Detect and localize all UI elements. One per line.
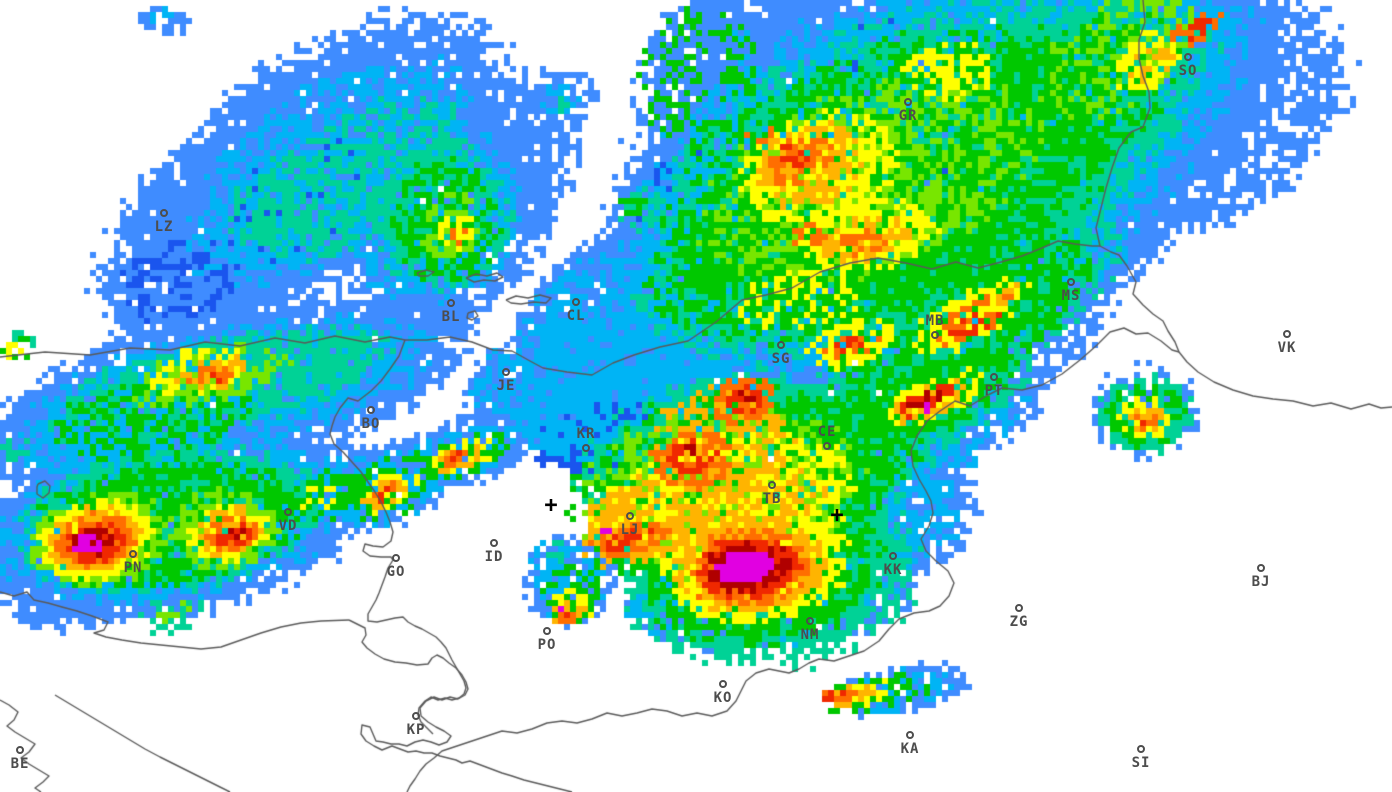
station-circle-icon bbox=[16, 746, 24, 754]
station-circle-icon bbox=[768, 481, 776, 489]
station-code-label: LZ bbox=[154, 219, 174, 235]
station-circle-icon bbox=[502, 368, 510, 376]
station-circle-icon bbox=[904, 98, 912, 106]
station-circle-icon bbox=[823, 442, 831, 450]
station-code-label: LJ bbox=[620, 522, 640, 538]
station-circle-icon bbox=[1015, 604, 1023, 612]
station-circle-icon bbox=[1283, 330, 1291, 338]
station-code-label: ZG bbox=[1009, 614, 1029, 630]
station-circle-icon bbox=[490, 539, 498, 547]
station-circle-icon bbox=[572, 298, 580, 306]
station-circle-icon bbox=[367, 406, 375, 414]
station-code-label: BL bbox=[441, 309, 461, 325]
station-circle-icon bbox=[889, 552, 897, 560]
station-circle-icon bbox=[582, 444, 590, 452]
station-code-label: CL bbox=[566, 308, 586, 324]
station-code-label: BE bbox=[10, 756, 30, 772]
station-circle-icon bbox=[392, 554, 400, 562]
station-code-label: KR bbox=[576, 426, 596, 442]
station-circle-icon bbox=[626, 512, 634, 520]
station-circle-icon bbox=[719, 680, 727, 688]
station-circle-icon bbox=[1257, 564, 1265, 572]
station-code-label: TB bbox=[762, 491, 782, 507]
station-circle-icon bbox=[129, 550, 137, 558]
station-code-label: BJ bbox=[1251, 574, 1271, 590]
station-code-label: CE bbox=[817, 424, 837, 440]
station-circle-icon bbox=[284, 508, 292, 516]
station-circle-icon bbox=[931, 331, 939, 339]
radar-site-cross-marker: + bbox=[830, 503, 844, 528]
station-circle-icon bbox=[990, 373, 998, 381]
station-code-label: NM bbox=[800, 627, 820, 643]
station-code-label: MB bbox=[925, 313, 945, 329]
station-circle-icon bbox=[1067, 278, 1075, 286]
station-circle-icon bbox=[777, 341, 785, 349]
station-circle-icon bbox=[412, 712, 420, 720]
station-code-label: KK bbox=[883, 562, 903, 578]
station-code-label: VK bbox=[1277, 340, 1297, 356]
station-code-label: SO bbox=[1178, 63, 1198, 79]
station-code-label: GO bbox=[386, 564, 406, 580]
station-circle-icon bbox=[1137, 745, 1145, 753]
station-code-label: BO bbox=[361, 416, 381, 432]
station-code-label: SG bbox=[771, 351, 791, 367]
station-code-label: MS bbox=[1061, 288, 1081, 304]
station-circle-icon bbox=[906, 731, 914, 739]
radar-site-cross-marker: + bbox=[544, 493, 558, 518]
station-circle-icon bbox=[806, 617, 814, 625]
station-circle-icon bbox=[160, 209, 168, 217]
station-circle-icon bbox=[543, 627, 551, 635]
station-circle-icon bbox=[447, 299, 455, 307]
station-code-label: KO bbox=[713, 690, 733, 706]
station-code-label: SI bbox=[1131, 755, 1151, 771]
station-code-label: KA bbox=[900, 741, 920, 757]
station-code-label: PT bbox=[984, 383, 1004, 399]
station-code-label: JE bbox=[496, 378, 516, 394]
station-code-label: KP bbox=[406, 722, 426, 738]
station-code-label: PN bbox=[123, 560, 143, 576]
station-code-label: GR bbox=[898, 108, 918, 124]
station-circle-icon bbox=[1184, 53, 1192, 61]
station-code-label: VD bbox=[278, 518, 298, 534]
station-code-label: PO bbox=[537, 637, 557, 653]
station-code-label: ID bbox=[484, 549, 504, 565]
